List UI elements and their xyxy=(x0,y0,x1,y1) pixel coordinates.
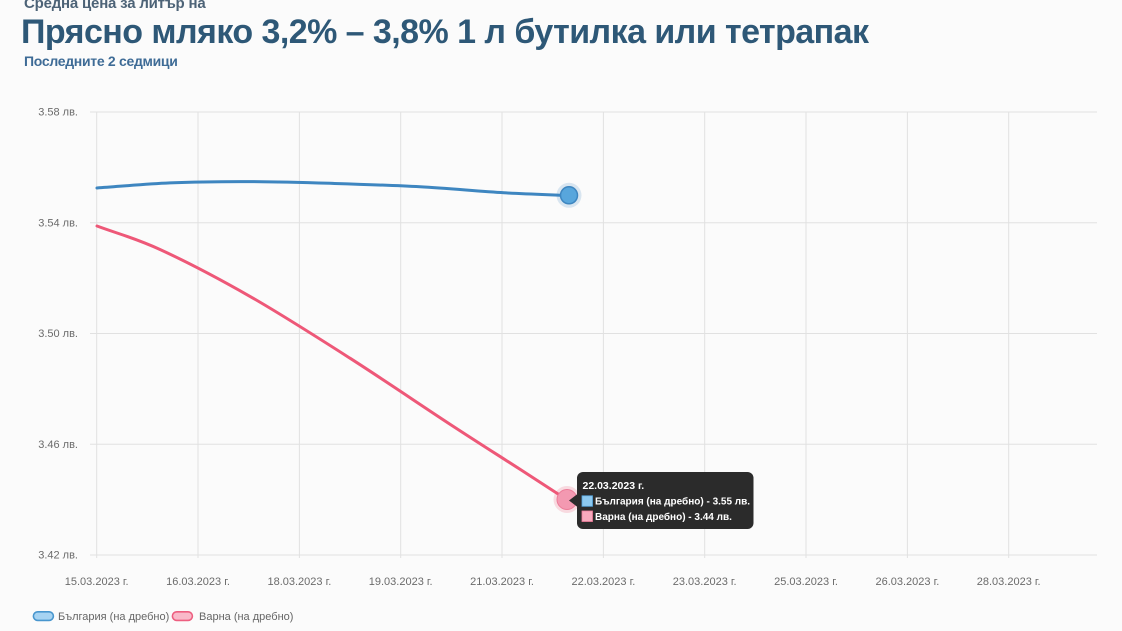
svg-text:22.03.2023 г.: 22.03.2023 г. xyxy=(583,480,645,492)
svg-text:21.03.2023 г.: 21.03.2023 г. xyxy=(470,576,534,588)
svg-text:26.03.2023 г.: 26.03.2023 г. xyxy=(875,576,939,588)
svg-text:22.03.2023 г.: 22.03.2023 г. xyxy=(571,576,635,588)
svg-text:Варна (на дребно): Варна (на дребно) xyxy=(199,611,293,623)
svg-text:16.03.2023 г.: 16.03.2023 г. xyxy=(166,576,230,588)
svg-text:28.03.2023 г.: 28.03.2023 г. xyxy=(977,576,1041,588)
svg-text:15.03.2023 г.: 15.03.2023 г. xyxy=(65,576,129,588)
svg-text:Варна (на дребно) - 3.44 лв.: Варна (на дребно) - 3.44 лв. xyxy=(595,511,732,523)
svg-text:25.03.2023 г.: 25.03.2023 г. xyxy=(774,576,838,588)
svg-text:България (на дребно): България (на дребно) xyxy=(58,611,169,623)
svg-text:3.46 лв.: 3.46 лв. xyxy=(38,439,78,451)
svg-text:18.03.2023 г.: 18.03.2023 г. xyxy=(267,576,331,588)
svg-text:3.54 лв.: 3.54 лв. xyxy=(38,217,78,229)
svg-text:България (на дребно) - 3.55 лв: България (на дребно) - 3.55 лв. xyxy=(595,496,750,508)
svg-text:23.03.2023 г.: 23.03.2023 г. xyxy=(673,576,737,588)
svg-text:3.50 лв.: 3.50 лв. xyxy=(38,328,78,340)
svg-text:3.42 лв.: 3.42 лв. xyxy=(38,550,78,562)
svg-text:19.03.2023 г.: 19.03.2023 г. xyxy=(369,576,433,588)
svg-text:3.58 лв.: 3.58 лв. xyxy=(38,107,78,119)
